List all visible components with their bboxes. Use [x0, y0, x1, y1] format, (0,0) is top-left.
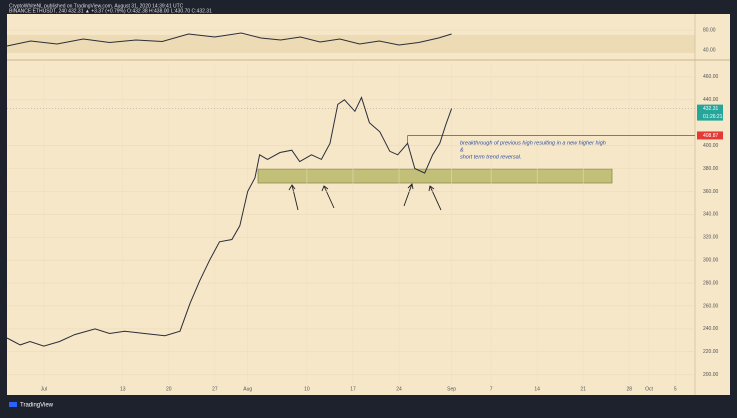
plot-background [7, 14, 730, 395]
price-line [6, 32, 452, 47]
logo: TradingView [20, 403, 54, 409]
arrow [403, 183, 414, 207]
y-tick-label: 300.00 [703, 257, 719, 263]
logo-icon [9, 402, 17, 407]
symbol-line: BINANCE:ETHUSDT, 240 432.31 ▲ +3.37 (+0.… [9, 8, 212, 14]
x-tick-label: 5 [674, 386, 677, 392]
last-price-label: 432.31 [703, 106, 719, 112]
x-tick-label: Jul [41, 386, 47, 392]
x-tick-label: 14 [534, 386, 540, 392]
x-tick-label: Oct [645, 386, 653, 392]
author-line: CryptoWhiteNL published on TradingView.c… [9, 3, 184, 9]
rsi-band [7, 35, 695, 53]
y-tick-label: 80.00 [703, 27, 716, 33]
countdown: 01:26:21 [703, 114, 723, 120]
last-price-tag [697, 104, 723, 121]
y-tick-label: 340.00 [703, 212, 719, 218]
y-tick-label: 360.00 [703, 189, 719, 195]
y-tick-label: 240.00 [703, 326, 719, 332]
annotation: & [460, 147, 464, 153]
y-tick-label: 460.00 [703, 74, 719, 80]
x-tick-label: 10 [304, 386, 310, 392]
y-tick-label: 260.00 [703, 303, 719, 309]
x-tick-label: 13 [120, 386, 126, 392]
x-tick-label: 28 [626, 386, 632, 392]
y-tick-label: 200.00 [703, 372, 719, 378]
level-label: 408.87 [703, 133, 719, 139]
x-tick-label: 27 [212, 386, 218, 392]
arrows [288, 183, 442, 211]
annotation: breakthrough of previous high resulting … [460, 140, 606, 146]
y-tick-label: 440.00 [703, 97, 719, 103]
y-tick-label: 40.00 [703, 47, 716, 53]
y-tick-label: 400.00 [703, 143, 719, 149]
x-tick-label: 21 [580, 386, 586, 392]
arrow [428, 185, 442, 211]
y-tick-label: 280.00 [703, 280, 719, 286]
level-tag [697, 131, 723, 140]
price-line [6, 96, 453, 347]
x-tick-label: 24 [396, 386, 402, 392]
support-zone [257, 168, 613, 184]
annotation: short term trend reversal. [460, 154, 521, 160]
arrow [288, 184, 299, 211]
y-tick-label: 220.00 [703, 349, 719, 355]
x-tick-label: Aug [243, 386, 252, 392]
x-tick-label: 7 [490, 386, 493, 392]
y-tick-label: 320.00 [703, 235, 719, 241]
x-tick-label: 20 [166, 386, 172, 392]
x-tick-label: Sep [447, 386, 456, 392]
y-tick-label: 380.00 [703, 166, 719, 172]
x-tick-label: 17 [350, 386, 356, 392]
arrow [321, 185, 335, 209]
